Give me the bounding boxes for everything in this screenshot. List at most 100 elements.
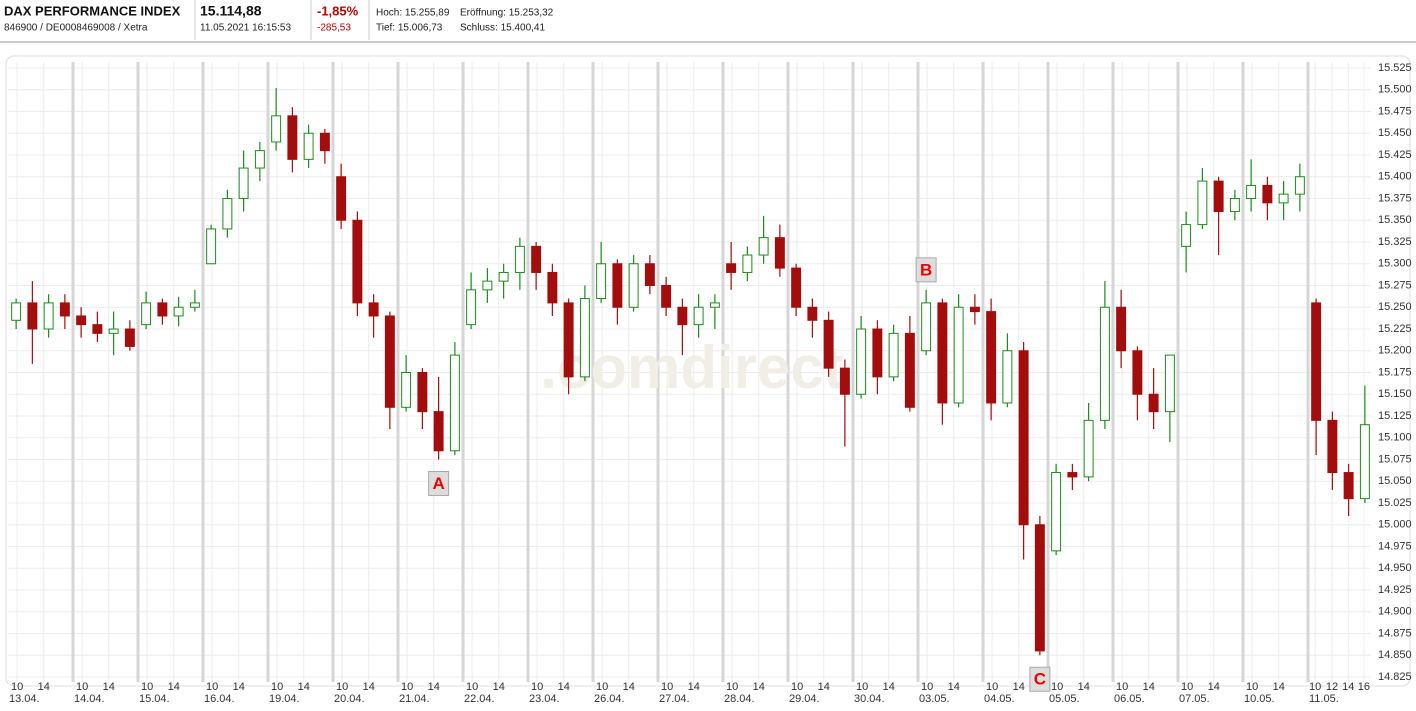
candle-body [141, 302, 152, 326]
y-tick-label: 15.400 [1378, 171, 1412, 183]
y-tick-label: 14.975 [1378, 540, 1412, 552]
candle-body [1034, 524, 1045, 652]
y-tick-label: 15.075 [1378, 453, 1412, 465]
y-tick-label: 14.850 [1378, 649, 1412, 661]
x-tick-label: 10 [1116, 681, 1128, 693]
candle-body [774, 237, 785, 269]
x-tick-label: 10 [726, 681, 738, 693]
x-tick-label: 10 [401, 681, 413, 693]
x-tick-label: 14 [1208, 681, 1220, 693]
candle-body [742, 254, 753, 273]
candle-body [1229, 198, 1240, 213]
candle-body [449, 354, 460, 452]
candle-body [644, 263, 655, 286]
y-tick-label: 15.375 [1378, 192, 1412, 204]
x-tick-label: 14 [688, 681, 700, 693]
candle-body [1148, 393, 1159, 413]
y-tick-label: 15.200 [1378, 345, 1412, 357]
candle-body [352, 219, 363, 304]
date-label: 04.05. [984, 693, 1015, 705]
candle-body [758, 237, 769, 256]
x-tick-label: 10 [336, 681, 348, 693]
annotation: A [432, 474, 444, 493]
candle-body [1197, 180, 1208, 226]
date-label: 10.05. [1244, 693, 1275, 705]
date-label: 21.04. [399, 693, 430, 705]
date-label: 30.04. [854, 693, 885, 705]
candle-body [1181, 224, 1192, 247]
candle-body [433, 411, 444, 452]
candle-body [1246, 184, 1257, 199]
date-label: 16.04. [204, 693, 235, 705]
x-tick-label: 12 [1326, 681, 1338, 693]
x-tick-label: 10 [1051, 681, 1063, 693]
date-label: 27.04. [659, 693, 690, 705]
candle-body [238, 167, 249, 200]
candle-body [401, 372, 412, 408]
candle-body [937, 302, 948, 404]
x-tick-label: 10 [531, 681, 543, 693]
candle-body [677, 306, 688, 326]
x-tick-label: 16 [1358, 681, 1370, 693]
y-tick-label: 14.950 [1378, 562, 1412, 574]
x-tick-label: 14 [753, 681, 765, 693]
candle-body [628, 263, 639, 308]
candle-body [1311, 302, 1322, 421]
candle-body [1343, 472, 1354, 500]
date-label: 15.04. [139, 693, 170, 705]
candle-body [1132, 350, 1143, 395]
y-tick-label: 15.100 [1378, 432, 1412, 444]
candle-body [1018, 350, 1029, 526]
close: Schluss: 15.400,41 [460, 23, 545, 34]
candle-body [368, 302, 379, 317]
x-tick-label: 10 [1246, 681, 1258, 693]
plot-frame [5, 55, 1411, 687]
y-tick-label: 15.450 [1378, 127, 1412, 139]
timestamp: 11.05.2021 16:15:53 [200, 23, 291, 34]
candle-body [254, 150, 265, 169]
y-tick-label: 15.150 [1378, 388, 1412, 400]
open: Eröffnung: 15.253,32 [460, 8, 554, 19]
date-label: 23.04. [529, 693, 560, 705]
y-tick-label: 15.225 [1378, 323, 1412, 335]
y-tick-label: 15.250 [1378, 301, 1412, 313]
candle-body [1067, 472, 1078, 478]
candle-body [791, 267, 802, 308]
x-tick-label: 14 [1143, 681, 1155, 693]
change-abs: -285,53 [317, 23, 351, 34]
date-label: 28.04. [724, 693, 755, 705]
candle-body [986, 311, 997, 404]
y-tick-label: 15.325 [1378, 236, 1412, 248]
y-tick-label: 15.175 [1378, 366, 1412, 378]
candle-body [563, 302, 574, 378]
y-tick-label: 15.125 [1378, 410, 1412, 422]
candle-body [839, 367, 850, 395]
candle-body [1327, 419, 1338, 474]
candle-body [222, 198, 233, 230]
x-tick-label: 14 [493, 681, 505, 693]
date-label: 13.04. [9, 693, 40, 705]
x-tick-label: 10 [206, 681, 218, 693]
candle-body [43, 302, 54, 330]
candle-body [531, 245, 542, 273]
x-tick-label: 10 [466, 681, 478, 693]
y-tick-label: 15.425 [1378, 149, 1412, 161]
candle-body [206, 228, 217, 265]
candle-body [1116, 306, 1127, 352]
candle-body [888, 332, 899, 378]
date-label: 11.05. [1309, 693, 1339, 705]
annotation-box [1029, 666, 1051, 692]
date-label: 14.04. [74, 693, 105, 705]
x-tick-label: 10 [1181, 681, 1193, 693]
candle-body [969, 306, 980, 313]
x-tick-label: 10 [986, 681, 998, 693]
annotation-box [428, 471, 450, 496]
x-tick-label: 10 [11, 681, 23, 693]
candle-body [1002, 350, 1013, 404]
subtitle: 846900 / DE0008469008 / Xetra [4, 23, 148, 34]
annotation-box [915, 257, 937, 283]
candle-body [287, 115, 298, 160]
candle-body [319, 132, 330, 152]
candle-body [612, 263, 623, 308]
